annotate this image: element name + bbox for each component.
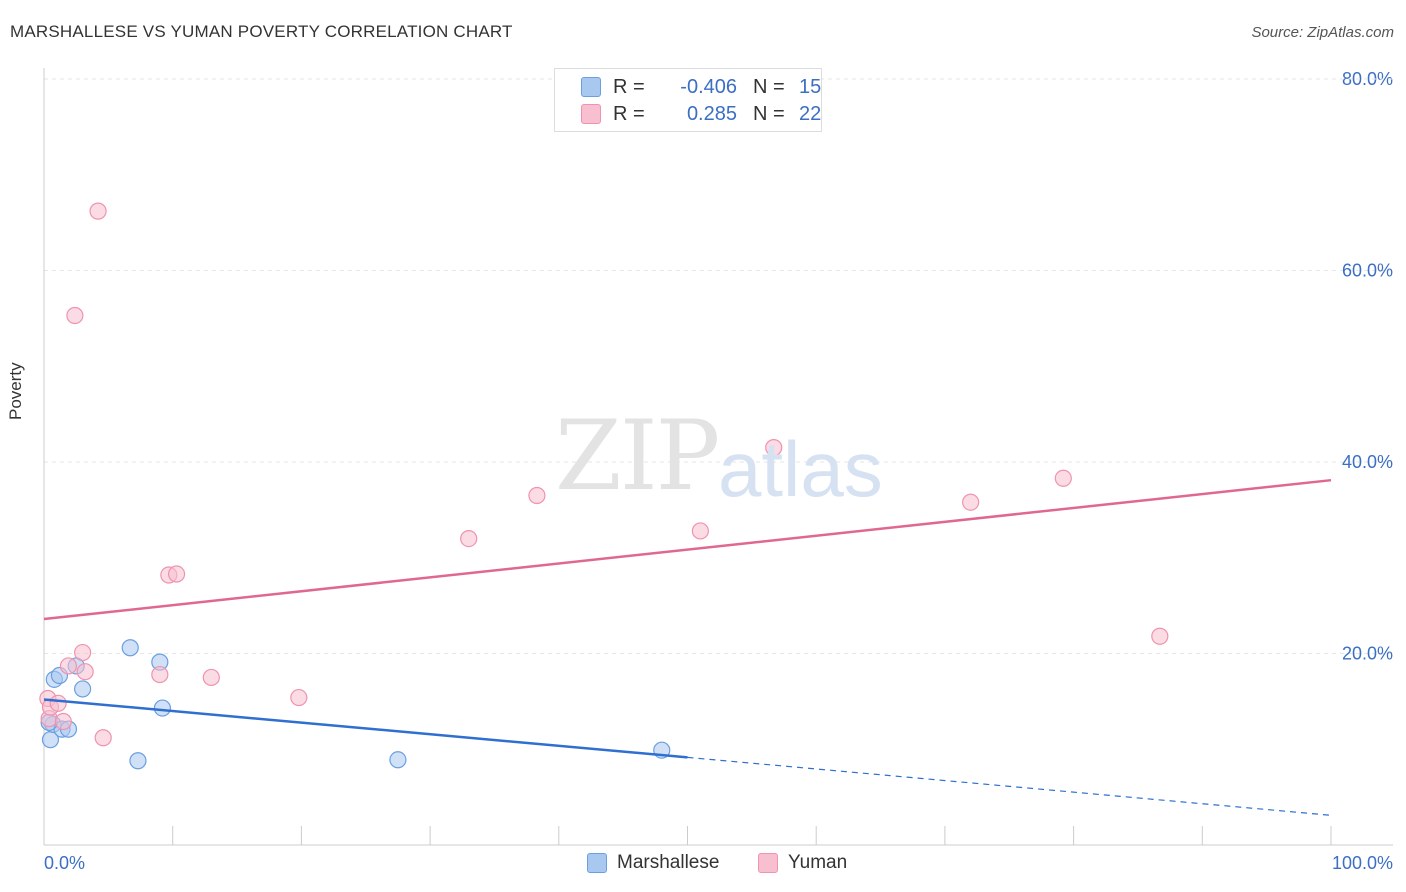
legend-item-yuman: Yuman bbox=[758, 852, 847, 874]
legend-n-label: N = bbox=[753, 75, 785, 98]
marshallese-point bbox=[389, 751, 407, 769]
y-axis-label: Poverty bbox=[6, 362, 25, 420]
legend-r-label: R = bbox=[613, 102, 645, 125]
marshallese-point bbox=[74, 680, 92, 698]
y-tick-label: 20.0% bbox=[1342, 644, 1393, 664]
legend-r-value: 0.285 bbox=[686, 102, 737, 125]
yuman-point bbox=[1151, 627, 1169, 645]
legend-n-value: 22 bbox=[799, 102, 822, 125]
marshallese-trend-line-extrapolated bbox=[687, 756, 1332, 816]
series-legend: Marshallese Yuman bbox=[0, 852, 1406, 876]
yuman-legend-icon bbox=[758, 853, 778, 873]
yuman-point bbox=[202, 668, 220, 687]
yuman-point bbox=[66, 306, 84, 325]
yuman-trend-line bbox=[43, 478, 1332, 621]
yuman-point bbox=[290, 688, 308, 707]
legend-r-value: -0.406 bbox=[680, 75, 737, 98]
legend-label-marshallese: Marshallese bbox=[617, 852, 720, 873]
yuman-point bbox=[151, 665, 169, 684]
marshallese-point bbox=[153, 699, 172, 717]
yuman-point bbox=[94, 729, 112, 747]
y-tick-label: 40.0% bbox=[1342, 452, 1393, 472]
yuman-point bbox=[691, 522, 709, 540]
yuman-point bbox=[167, 565, 186, 583]
yuman-point bbox=[765, 439, 783, 457]
yuman-point bbox=[74, 643, 92, 662]
legend-row-yuman: R = 0.285 N = 22 bbox=[581, 102, 821, 126]
watermark-zip: ZIP bbox=[555, 400, 720, 512]
yuman-point bbox=[1054, 469, 1072, 487]
legend-n-value: 15 bbox=[799, 75, 822, 98]
legend-r-label: R = bbox=[613, 75, 645, 98]
y-tick-label: 60.0% bbox=[1342, 261, 1393, 281]
legend-item-marshallese: Marshallese bbox=[587, 852, 719, 874]
yuman-point bbox=[528, 486, 546, 505]
legend-label-yuman: Yuman bbox=[788, 852, 848, 873]
correlation-legend: R = -0.406 N = 15 R = 0.285 N = 22 bbox=[554, 68, 822, 132]
x-tick-label: 0.0% bbox=[44, 853, 85, 873]
marshallese-point bbox=[129, 752, 147, 770]
yuman-point bbox=[59, 657, 78, 675]
marshallese-trend-line bbox=[43, 698, 688, 759]
marshallese-legend-icon bbox=[587, 853, 607, 873]
yuman-point bbox=[76, 663, 94, 681]
watermark-atlas: atlas bbox=[718, 425, 883, 513]
legend-n-label: N = bbox=[753, 102, 785, 125]
marshallese-swatch-icon bbox=[581, 77, 601, 97]
yuman-swatch-icon bbox=[581, 104, 601, 124]
chart-title: MARSHALLESE VS YUMAN POVERTY CORRELATION… bbox=[10, 22, 513, 41]
source-label: Source: ZipAtlas.com bbox=[1251, 24, 1394, 41]
legend-row-marshallese: R = -0.406 N = 15 bbox=[581, 75, 821, 99]
marshallese-point bbox=[121, 639, 139, 657]
x-tick-label: 100.0% bbox=[1332, 853, 1393, 873]
yuman-point bbox=[460, 529, 478, 548]
yuman-point bbox=[49, 694, 67, 712]
yuman-point bbox=[962, 493, 980, 511]
yuman-point bbox=[54, 712, 72, 731]
yuman-point bbox=[89, 202, 107, 220]
